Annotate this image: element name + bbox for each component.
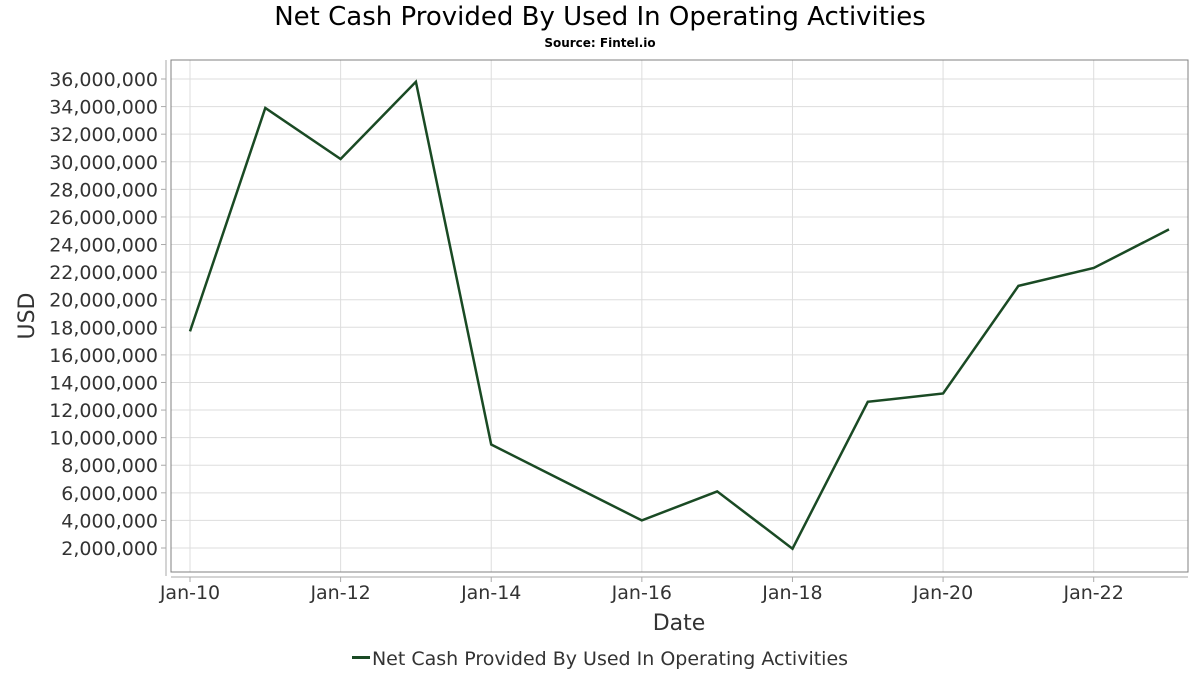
x-axis-label: Date (653, 611, 706, 636)
y-tick-label: 26,000,000 (49, 207, 158, 229)
y-tick-label: 32,000,000 (49, 124, 158, 146)
y-tick-label: 28,000,000 (49, 179, 158, 201)
y-axis-label: USD (15, 292, 40, 339)
gridlines (171, 60, 1188, 572)
y-tick-label: 8,000,000 (61, 455, 158, 477)
x-tick-label: Jan-20 (912, 582, 973, 604)
y-tick-label: 30,000,000 (49, 152, 158, 174)
y-tick-label: 18,000,000 (49, 317, 158, 339)
chart-subtitle: Source: Fintel.io (544, 36, 656, 50)
data-line (188, 79, 1170, 551)
y-tick-label: 14,000,000 (49, 372, 158, 394)
y-tick-label: 22,000,000 (49, 262, 158, 284)
x-tick-label: Jan-16 (611, 582, 672, 604)
y-tick-label: 2,000,000 (61, 538, 158, 560)
y-tick-label: 16,000,000 (49, 345, 158, 367)
x-tick-label: Jan-22 (1063, 582, 1124, 604)
y-tick-label: 20,000,000 (49, 290, 158, 312)
x-tick-label: Jan-14 (460, 582, 521, 604)
y-tick-label: 10,000,000 (49, 428, 158, 450)
chart-title: Net Cash Provided By Used In Operating A… (274, 2, 926, 32)
y-tick-label: 36,000,000 (49, 69, 158, 91)
legend: Net Cash Provided By Used In Operating A… (0, 648, 1200, 670)
y-tick-label: 6,000,000 (61, 483, 158, 505)
x-tick-label: Jan-10 (159, 582, 220, 604)
plot-area-border (170, 59, 1189, 573)
y-axis-ticks: 2,000,000 4,000,000 6,000,000 8,000,000 10,0… (49, 69, 166, 560)
x-tick-label: Jan-18 (761, 582, 822, 604)
legend-label: Net Cash Provided By Used In Operating A… (371, 648, 849, 670)
x-axis-ticks: Jan-10 Jan-12 Jan-14 Jan-16 Jan-18 Jan-20 Jan-… (159, 577, 1124, 604)
y-tick-label: 24,000,000 (49, 235, 158, 257)
y-tick-label: 12,000,000 (49, 400, 158, 422)
x-tick-label: Jan-12 (309, 582, 370, 604)
y-tick-label: 4,000,000 (61, 510, 158, 532)
legend-line-swatch-icon (351, 656, 370, 659)
y-tick-label: 34,000,000 (49, 97, 158, 119)
